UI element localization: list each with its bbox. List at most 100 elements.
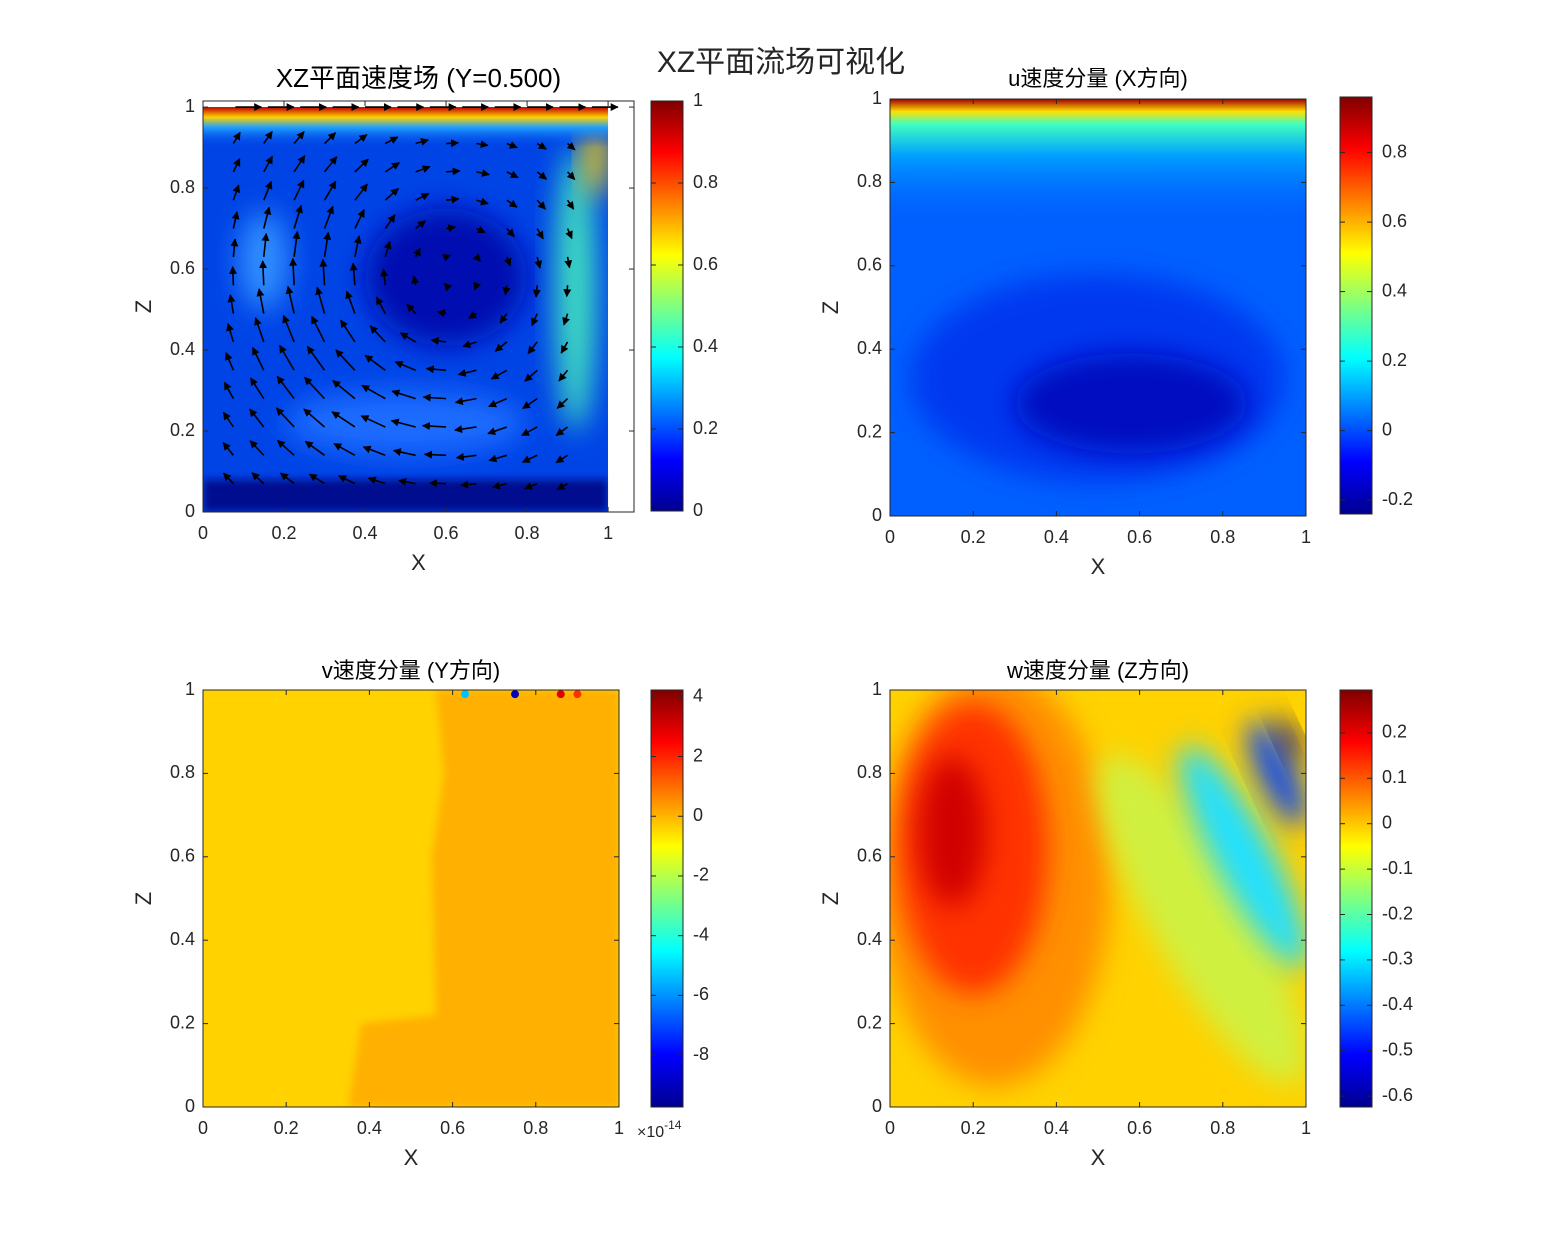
colorbar-tick-label: 0.2 <box>693 418 718 438</box>
velocity-arrow <box>455 452 477 461</box>
velocity-arrow <box>279 472 295 485</box>
velocity-arrow <box>443 282 453 292</box>
y-tick-label: 0.6 <box>170 846 195 866</box>
velocity-arrow <box>494 341 508 352</box>
velocity-arrow <box>503 256 512 267</box>
velocity-arrow <box>522 397 538 410</box>
x-tick-label: 0.4 <box>1044 527 1069 547</box>
velocity-arrow <box>232 184 241 201</box>
axes-box <box>202 100 635 513</box>
velocity-arrow <box>349 262 358 286</box>
x-tick-label: 0 <box>885 527 895 547</box>
velocity-arrow <box>289 257 298 286</box>
colorbar-tick-label: -0.2 <box>1382 903 1413 923</box>
x-tick-label: 0.8 <box>515 523 540 543</box>
velocity-arrow <box>506 170 519 179</box>
contour-region <box>1098 754 1306 1084</box>
velocity-arrow <box>460 480 477 489</box>
figure-title: XZ平面流场可视化 <box>657 46 905 79</box>
y-tick-label: 0.2 <box>170 420 195 440</box>
x-axis-label: X <box>404 1145 419 1170</box>
contour-region <box>1247 720 1306 827</box>
velocity-arrow <box>536 228 544 240</box>
colorbar-tick-label: 0 <box>1382 419 1392 439</box>
subplot: 0 0.2 0.4 0.6 0.8 1 0 0.2 0.4 0.6 0.8 1 XZ平面速度场 (Y=0… <box>131 63 718 575</box>
velocity-arrow <box>506 199 518 208</box>
contour-region <box>348 690 619 1107</box>
x-tick-label: 0.4 <box>1044 1118 1069 1138</box>
velocity-arrow <box>436 309 447 318</box>
contour-region <box>919 756 986 907</box>
velocity-arrow <box>398 477 416 486</box>
velocity-arrow <box>462 340 477 348</box>
velocity-arrow <box>384 161 401 173</box>
contour-region <box>1014 353 1248 454</box>
velocity-arrow <box>279 344 295 371</box>
colorbar-tick-label: -4 <box>693 924 709 944</box>
x-tick-label: 0.6 <box>1127 527 1152 547</box>
y-tick-label: 0.8 <box>857 762 882 782</box>
subplot-title: v速度分量 (Y方向) <box>322 658 500 683</box>
velocity-arrow <box>293 179 305 201</box>
contour-region <box>1179 745 1306 969</box>
velocity-arrow <box>472 253 481 262</box>
velocity-arrow <box>555 454 568 464</box>
colorbar <box>650 689 684 1108</box>
velocity-arrow <box>415 192 430 201</box>
velocity-arrow <box>411 275 420 286</box>
velocity-arrow <box>228 265 237 286</box>
velocity-arrow <box>564 256 573 269</box>
subplot: 0 0.2 0.4 0.6 0.8 1 0 0.2 0.4 0.6 0.8 1 v速度分量 (Y方向) X… <box>131 658 709 1170</box>
contour-region <box>1276 717 1303 763</box>
colorbar-tick-label: 0.8 <box>693 172 718 192</box>
velocity-arrow <box>562 313 570 326</box>
x-tick-label: 1 <box>1301 1118 1311 1138</box>
y-axis-label: Z <box>818 892 843 905</box>
velocity-arrow <box>249 440 265 456</box>
velocity-arrow <box>558 369 569 382</box>
velocity-arrow <box>383 240 392 258</box>
velocity-arrow <box>353 235 362 258</box>
velocity-arrow <box>304 440 325 456</box>
velocity-arrow <box>560 341 569 354</box>
subplot-title: u速度分量 (X方向) <box>1008 66 1188 91</box>
velocity-arrow <box>536 171 548 180</box>
colorbar-tick-label: -0.4 <box>1382 994 1413 1014</box>
velocity-arrow <box>506 141 518 149</box>
x-axis-label: X <box>1091 554 1106 579</box>
velocity-arrow <box>315 286 326 314</box>
y-tick-label: 0.2 <box>857 1012 882 1032</box>
velocity-arrow <box>259 260 268 286</box>
velocity-arrow <box>262 206 272 229</box>
velocity-arrow <box>361 384 386 400</box>
velocity-arrow <box>323 156 338 173</box>
x-axis-label: X <box>411 550 426 575</box>
velocity-arrow <box>222 442 235 456</box>
y-axis-label: Z <box>131 892 156 905</box>
velocity-arrow <box>285 285 295 314</box>
velocity-arrow <box>276 375 295 400</box>
colorbar <box>1339 96 1373 515</box>
velocity-arrow <box>340 319 356 343</box>
velocity-arrow <box>488 397 508 408</box>
velocity-arrow <box>521 426 538 437</box>
x-tick-label: 0.2 <box>274 1118 299 1138</box>
velocity-arrow <box>531 313 539 327</box>
velocity-arrow <box>323 205 335 229</box>
contour-region <box>555 147 596 432</box>
x-tick-label: 0.2 <box>961 1118 986 1138</box>
velocity-arrow <box>231 211 240 229</box>
velocity-arrow <box>384 136 399 145</box>
velocity-arrow <box>566 171 576 181</box>
x-tick-label: 0 <box>885 1118 895 1138</box>
velocity-arrow <box>226 322 235 343</box>
velocity-arrow <box>323 231 332 258</box>
velocity-arrow <box>473 281 481 291</box>
velocity-arrow <box>421 422 447 431</box>
y-tick-label: 0.2 <box>170 1012 195 1032</box>
x-tick-label: 0.8 <box>523 1118 548 1138</box>
velocity-arrow <box>364 354 386 371</box>
contour-field <box>890 690 1306 1107</box>
velocity-arrow <box>566 142 576 151</box>
velocity-arrow <box>491 481 508 490</box>
